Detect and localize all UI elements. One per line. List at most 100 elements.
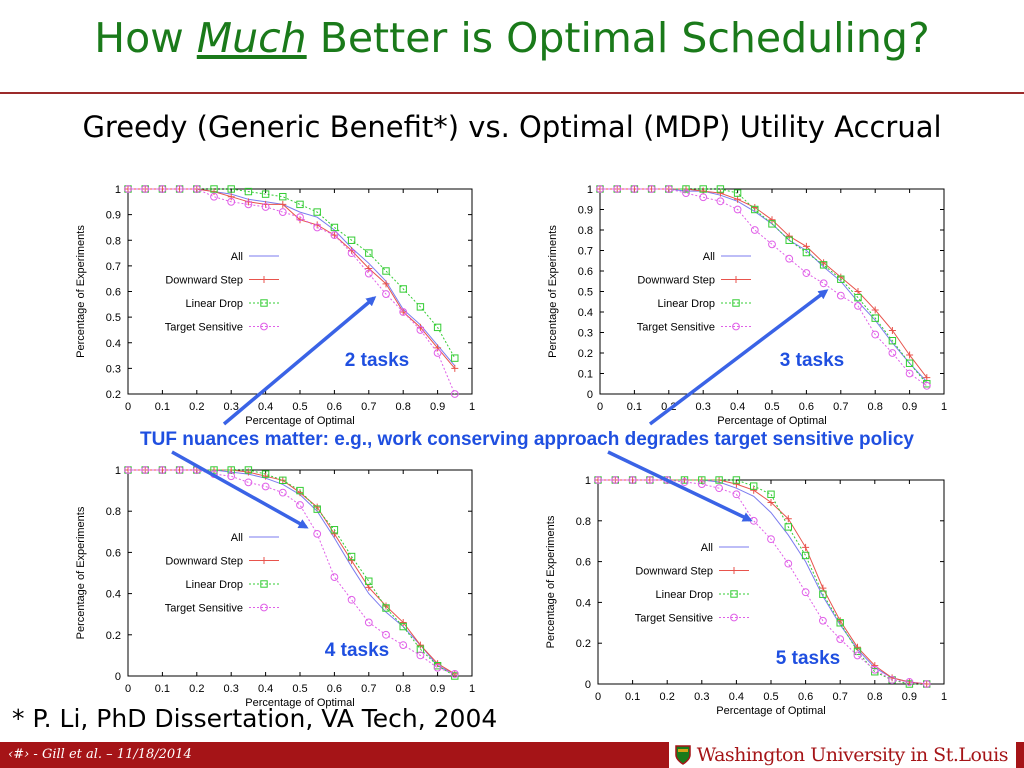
title-suffix: Better is Optimal Scheduling? bbox=[306, 14, 930, 62]
data-point bbox=[664, 185, 673, 193]
data-point bbox=[613, 185, 622, 193]
legend-marker bbox=[730, 590, 738, 598]
y-tick-label: 0.5 bbox=[578, 287, 593, 299]
x-tick-label: 0.7 bbox=[361, 401, 376, 413]
data-point bbox=[279, 192, 287, 201]
y-tick-label: 1 bbox=[585, 475, 591, 487]
data-point bbox=[434, 344, 442, 352]
data-point bbox=[278, 488, 287, 497]
y-tick-label: 0.4 bbox=[106, 589, 121, 601]
data-point bbox=[347, 236, 356, 244]
data-point bbox=[750, 482, 758, 490]
data-point bbox=[767, 535, 775, 544]
x-tick-label: 0.2 bbox=[189, 683, 204, 695]
data-point bbox=[871, 306, 879, 314]
data-point bbox=[768, 216, 776, 224]
chart-annotation: 2 tasks bbox=[345, 350, 409, 371]
data-point bbox=[802, 269, 811, 277]
x-tick-label: 0.5 bbox=[292, 683, 307, 695]
x-tick-label: 0.8 bbox=[396, 683, 411, 695]
x-tick-label: 0.1 bbox=[625, 691, 640, 703]
y-tick-label: 0.1 bbox=[578, 369, 593, 381]
series-line bbox=[598, 479, 927, 685]
y-axis-label: Percentage of Experiments bbox=[545, 515, 557, 648]
x-tick-label: 0.6 bbox=[798, 691, 813, 703]
chart-annotation: 5 tasks bbox=[776, 648, 840, 669]
data-point bbox=[244, 200, 253, 209]
data-point bbox=[906, 351, 914, 359]
x-tick-label: 0.8 bbox=[868, 401, 883, 413]
data-point bbox=[801, 551, 810, 560]
data-point bbox=[768, 220, 776, 228]
y-axis-label: Percentage of Experiments bbox=[75, 506, 87, 639]
legend-marker bbox=[260, 557, 268, 564]
x-tick-label: 0.2 bbox=[660, 691, 675, 703]
x-tick-label: 0.3 bbox=[224, 401, 239, 413]
slide-subtitle: Greedy (Generic Benefit*) vs. Optimal (M… bbox=[82, 110, 942, 144]
x-axis-label: Percentage of Optimal bbox=[716, 705, 825, 717]
data-point bbox=[922, 680, 931, 688]
y-tick-label: 0.3 bbox=[578, 328, 593, 340]
data-point bbox=[262, 472, 270, 480]
data-point bbox=[680, 478, 689, 486]
data-point bbox=[227, 193, 235, 201]
series-target-sensitive bbox=[596, 185, 931, 390]
data-point bbox=[433, 349, 442, 357]
data-point bbox=[888, 326, 896, 334]
callout-arrow bbox=[222, 296, 377, 426]
x-tick-label: 0.7 bbox=[833, 401, 848, 413]
y-tick-label: 1 bbox=[587, 184, 593, 196]
chart-1: 0 0.1 0.2 0.3 0.4 0.5 0.6 0.7 0.8 0.9 1 0.2 0.3 0.4 0.… bbox=[75, 184, 475, 427]
chart-figure: 0 0.1 0.2 0.3 0.4 0.5 0.6 0.7 0.8 0.9 1 0.2 0.3 0.4 0.… bbox=[75, 184, 947, 717]
data-point bbox=[870, 665, 879, 674]
data-point bbox=[296, 486, 304, 495]
data-point bbox=[611, 476, 620, 484]
series-downward-step bbox=[124, 466, 459, 678]
legend-label: Downward Step bbox=[635, 566, 713, 578]
data-point bbox=[365, 577, 373, 585]
data-point bbox=[905, 678, 914, 686]
data-point bbox=[751, 205, 759, 214]
y-tick-label: 0 bbox=[585, 679, 591, 691]
y-tick-label: 0.4 bbox=[578, 307, 593, 319]
y-tick-label: 0.6 bbox=[578, 266, 593, 278]
data-point bbox=[836, 619, 844, 627]
data-point bbox=[785, 232, 793, 240]
data-point bbox=[715, 476, 723, 484]
y-tick-label: 1 bbox=[115, 465, 121, 477]
data-point bbox=[836, 617, 844, 625]
chart-annotation: 4 tasks bbox=[325, 640, 389, 661]
legend-marker bbox=[260, 276, 268, 283]
x-tick-label: 0.9 bbox=[430, 683, 445, 695]
data-point bbox=[819, 261, 828, 269]
data-point bbox=[647, 185, 656, 193]
data-point bbox=[347, 595, 356, 604]
data-point bbox=[365, 264, 373, 272]
data-point bbox=[227, 185, 235, 193]
legend-label: Downward Step bbox=[637, 275, 715, 287]
legend-label: Linear Drop bbox=[656, 589, 713, 601]
data-point bbox=[682, 189, 690, 198]
chart-2: 0 0.1 0.2 0.3 0.4 0.5 0.6 0.7 0.8 0.9 1 0 0.1 0.2 0.3 0… bbox=[547, 184, 947, 427]
y-tick-label: 0.2 bbox=[578, 348, 593, 360]
data-point bbox=[210, 185, 218, 193]
x-tick-label: 0 bbox=[597, 401, 603, 413]
data-point bbox=[451, 670, 459, 678]
data-point bbox=[699, 185, 707, 193]
data-point bbox=[399, 622, 407, 631]
data-point bbox=[871, 662, 879, 670]
data-point bbox=[784, 515, 792, 523]
y-tick-label: 0.8 bbox=[106, 235, 121, 247]
x-tick-label: 0.6 bbox=[327, 683, 342, 695]
data-point bbox=[905, 369, 914, 378]
x-tick-label: 0 bbox=[125, 683, 131, 695]
data-point bbox=[382, 602, 390, 610]
data-point bbox=[905, 359, 914, 367]
data-point bbox=[279, 200, 287, 208]
x-tick-label: 0 bbox=[125, 401, 131, 413]
data-point bbox=[330, 231, 338, 239]
series-all bbox=[598, 479, 927, 685]
data-point bbox=[853, 651, 862, 660]
data-point bbox=[261, 190, 270, 198]
x-tick-label: 0.1 bbox=[627, 401, 642, 413]
